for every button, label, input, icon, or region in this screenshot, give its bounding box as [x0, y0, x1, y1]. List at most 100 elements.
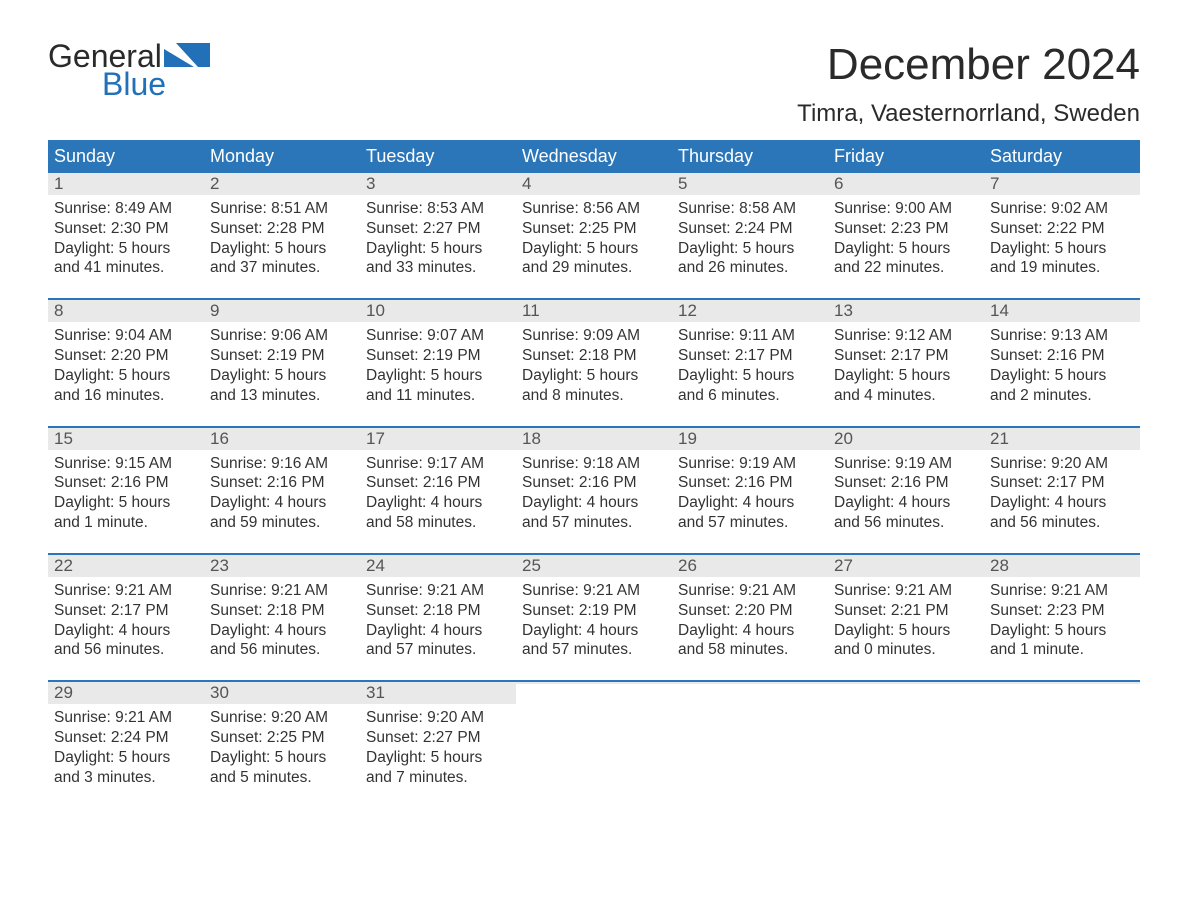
day-cell: [828, 682, 984, 793]
day-content: Sunrise: 9:12 AMSunset: 2:17 PMDaylight:…: [828, 322, 984, 411]
daylight-text: Daylight: 4 hours: [366, 621, 510, 641]
day-number: 27: [828, 555, 984, 577]
sunrise-text: Sunrise: 9:20 AM: [366, 708, 510, 728]
daylight-text: and 56 minutes.: [834, 513, 978, 533]
day-cell: 29Sunrise: 9:21 AMSunset: 2:24 PMDayligh…: [48, 682, 204, 793]
week-row: 15Sunrise: 9:15 AMSunset: 2:16 PMDayligh…: [48, 426, 1140, 539]
day-number: 4: [516, 173, 672, 195]
daylight-text: and 56 minutes.: [54, 640, 198, 660]
sunrise-text: Sunrise: 9:02 AM: [990, 199, 1134, 219]
daylight-text: Daylight: 5 hours: [54, 493, 198, 513]
daylight-text: and 37 minutes.: [210, 258, 354, 278]
sunset-text: Sunset: 2:30 PM: [54, 219, 198, 239]
day-number: 21: [984, 428, 1140, 450]
weekday-header: Friday: [828, 142, 984, 171]
day-content: Sunrise: 9:06 AMSunset: 2:19 PMDaylight:…: [204, 322, 360, 411]
sunset-text: Sunset: 2:19 PM: [366, 346, 510, 366]
day-number: 1: [48, 173, 204, 195]
location: Timra, Vaesternorrland, Sweden: [797, 100, 1140, 128]
daylight-text: and 26 minutes.: [678, 258, 822, 278]
day-content: Sunrise: 9:20 AMSunset: 2:27 PMDaylight:…: [360, 704, 516, 793]
day-content: Sunrise: 9:19 AMSunset: 2:16 PMDaylight:…: [828, 450, 984, 539]
sunrise-text: Sunrise: 9:18 AM: [522, 454, 666, 474]
sunrise-text: Sunrise: 9:21 AM: [522, 581, 666, 601]
sunset-text: Sunset: 2:18 PM: [210, 601, 354, 621]
day-cell: 21Sunrise: 9:20 AMSunset: 2:17 PMDayligh…: [984, 428, 1140, 539]
daylight-text: Daylight: 5 hours: [678, 239, 822, 259]
day-number: [672, 682, 828, 684]
daylight-text: and 57 minutes.: [366, 640, 510, 660]
day-number: 18: [516, 428, 672, 450]
day-number: 6: [828, 173, 984, 195]
sunset-text: Sunset: 2:17 PM: [54, 601, 198, 621]
day-content: Sunrise: 9:13 AMSunset: 2:16 PMDaylight:…: [984, 322, 1140, 411]
daylight-text: Daylight: 4 hours: [210, 621, 354, 641]
sunset-text: Sunset: 2:16 PM: [990, 346, 1134, 366]
day-cell: 4Sunrise: 8:56 AMSunset: 2:25 PMDaylight…: [516, 173, 672, 284]
sunset-text: Sunset: 2:16 PM: [210, 473, 354, 493]
day-cell: 17Sunrise: 9:17 AMSunset: 2:16 PMDayligh…: [360, 428, 516, 539]
day-cell: 26Sunrise: 9:21 AMSunset: 2:20 PMDayligh…: [672, 555, 828, 666]
day-cell: 5Sunrise: 8:58 AMSunset: 2:24 PMDaylight…: [672, 173, 828, 284]
daylight-text: Daylight: 5 hours: [990, 366, 1134, 386]
day-content: Sunrise: 9:02 AMSunset: 2:22 PMDaylight:…: [984, 195, 1140, 284]
day-number: 23: [204, 555, 360, 577]
day-cell: 7Sunrise: 9:02 AMSunset: 2:22 PMDaylight…: [984, 173, 1140, 284]
day-cell: [672, 682, 828, 793]
daylight-text: and 5 minutes.: [210, 768, 354, 788]
day-number: [516, 682, 672, 684]
day-content: Sunrise: 9:21 AMSunset: 2:17 PMDaylight:…: [48, 577, 204, 666]
sunset-text: Sunset: 2:25 PM: [210, 728, 354, 748]
daylight-text: Daylight: 4 hours: [522, 621, 666, 641]
logo: General Blue: [48, 40, 210, 100]
daylight-text: and 41 minutes.: [54, 258, 198, 278]
day-cell: 19Sunrise: 9:19 AMSunset: 2:16 PMDayligh…: [672, 428, 828, 539]
title-block: December 2024 Timra, Vaesternorrland, Sw…: [797, 40, 1140, 128]
day-content: Sunrise: 9:09 AMSunset: 2:18 PMDaylight:…: [516, 322, 672, 411]
day-number: 20: [828, 428, 984, 450]
day-content: Sunrise: 9:19 AMSunset: 2:16 PMDaylight:…: [672, 450, 828, 539]
day-cell: 24Sunrise: 9:21 AMSunset: 2:18 PMDayligh…: [360, 555, 516, 666]
daylight-text: and 58 minutes.: [366, 513, 510, 533]
day-content: Sunrise: 9:21 AMSunset: 2:19 PMDaylight:…: [516, 577, 672, 666]
sunrise-text: Sunrise: 8:49 AM: [54, 199, 198, 219]
daylight-text: and 33 minutes.: [366, 258, 510, 278]
day-cell: 14Sunrise: 9:13 AMSunset: 2:16 PMDayligh…: [984, 300, 1140, 411]
day-number: 26: [672, 555, 828, 577]
day-cell: 2Sunrise: 8:51 AMSunset: 2:28 PMDaylight…: [204, 173, 360, 284]
daylight-text: and 19 minutes.: [990, 258, 1134, 278]
day-number: 7: [984, 173, 1140, 195]
daylight-text: and 1 minute.: [990, 640, 1134, 660]
day-number: 28: [984, 555, 1140, 577]
sunset-text: Sunset: 2:18 PM: [366, 601, 510, 621]
day-cell: 10Sunrise: 9:07 AMSunset: 2:19 PMDayligh…: [360, 300, 516, 411]
day-content: Sunrise: 9:20 AMSunset: 2:17 PMDaylight:…: [984, 450, 1140, 539]
day-number: 19: [672, 428, 828, 450]
week-row: 8Sunrise: 9:04 AMSunset: 2:20 PMDaylight…: [48, 298, 1140, 411]
sunset-text: Sunset: 2:16 PM: [54, 473, 198, 493]
day-content: Sunrise: 9:00 AMSunset: 2:23 PMDaylight:…: [828, 195, 984, 284]
day-content: Sunrise: 9:17 AMSunset: 2:16 PMDaylight:…: [360, 450, 516, 539]
sunset-text: Sunset: 2:16 PM: [522, 473, 666, 493]
daylight-text: and 6 minutes.: [678, 386, 822, 406]
weeks-container: 1 Sunrise: 8:49 AMSunset: 2:30 PM Daylight…: [48, 173, 1140, 794]
sunset-text: Sunset: 2:17 PM: [678, 346, 822, 366]
daylight-text: and 59 minutes.: [210, 513, 354, 533]
day-cell: 18Sunrise: 9:18 AMSunset: 2:16 PMDayligh…: [516, 428, 672, 539]
day-cell: 28Sunrise: 9:21 AMSunset: 2:23 PMDayligh…: [984, 555, 1140, 666]
daylight-text: Daylight: 5 hours: [210, 239, 354, 259]
daylight-text: Daylight: 4 hours: [54, 621, 198, 641]
daylight-text: and 58 minutes.: [678, 640, 822, 660]
weekday-header: Thursday: [672, 142, 828, 171]
day-cell: 15Sunrise: 9:15 AMSunset: 2:16 PMDayligh…: [48, 428, 204, 539]
day-number: 17: [360, 428, 516, 450]
sunrise-text: Sunrise: 9:07 AM: [366, 326, 510, 346]
daylight-text: Daylight: 4 hours: [834, 493, 978, 513]
sunset-text: Sunset: 2:19 PM: [210, 346, 354, 366]
day-content: Sunrise: 9:21 AMSunset: 2:24 PMDaylight:…: [48, 704, 204, 793]
day-cell: 22Sunrise: 9:21 AMSunset: 2:17 PMDayligh…: [48, 555, 204, 666]
daylight-text: Daylight: 5 hours: [990, 239, 1134, 259]
day-content: Sunrise: 9:21 AMSunset: 2:23 PMDaylight:…: [984, 577, 1140, 666]
day-number: [828, 682, 984, 684]
day-content: Sunrise: 9:21 AMSunset: 2:18 PMDaylight:…: [204, 577, 360, 666]
